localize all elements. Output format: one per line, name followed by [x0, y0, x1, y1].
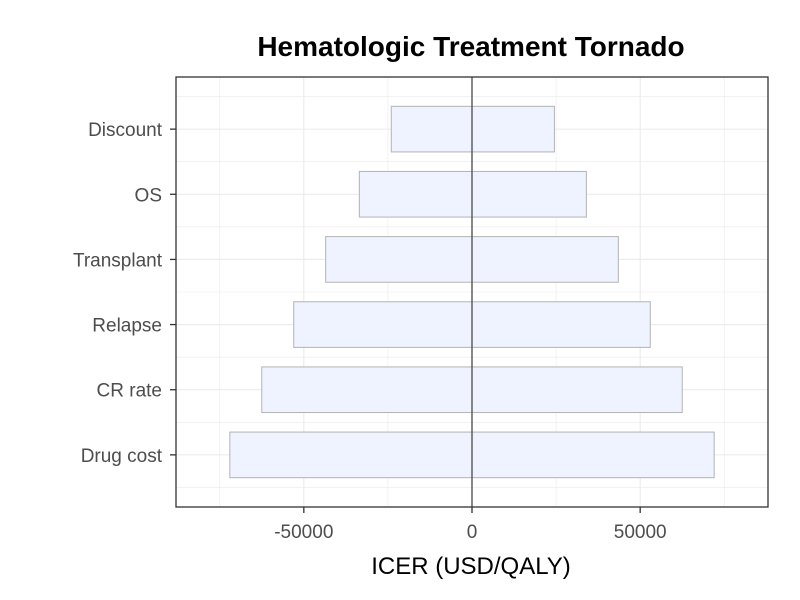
y-axis: Drug cost CR rate Relapse Transplant OS Disco…: [73, 120, 176, 467]
x-axis: -50000 0 50000: [274, 507, 667, 543]
bar-discount: [390, 105, 555, 153]
x-tick-label: 50000: [614, 522, 667, 543]
x-axis-title: ICER (USD/QALY): [371, 553, 571, 580]
y-tick-label: Discount: [88, 120, 163, 141]
y-tick-label: CR rate: [97, 381, 162, 402]
chart-title: Hematologic Treatment Tornado: [257, 31, 684, 62]
y-tick-label: OS: [135, 185, 162, 206]
x-tick-label: -50000: [274, 522, 333, 543]
y-tick-label: Drug cost: [81, 446, 163, 467]
y-tick-label: Relapse: [92, 316, 162, 337]
x-tick-label: 0: [467, 522, 478, 543]
y-tick-label: Transplant: [73, 250, 163, 271]
bar-os: [358, 170, 587, 218]
